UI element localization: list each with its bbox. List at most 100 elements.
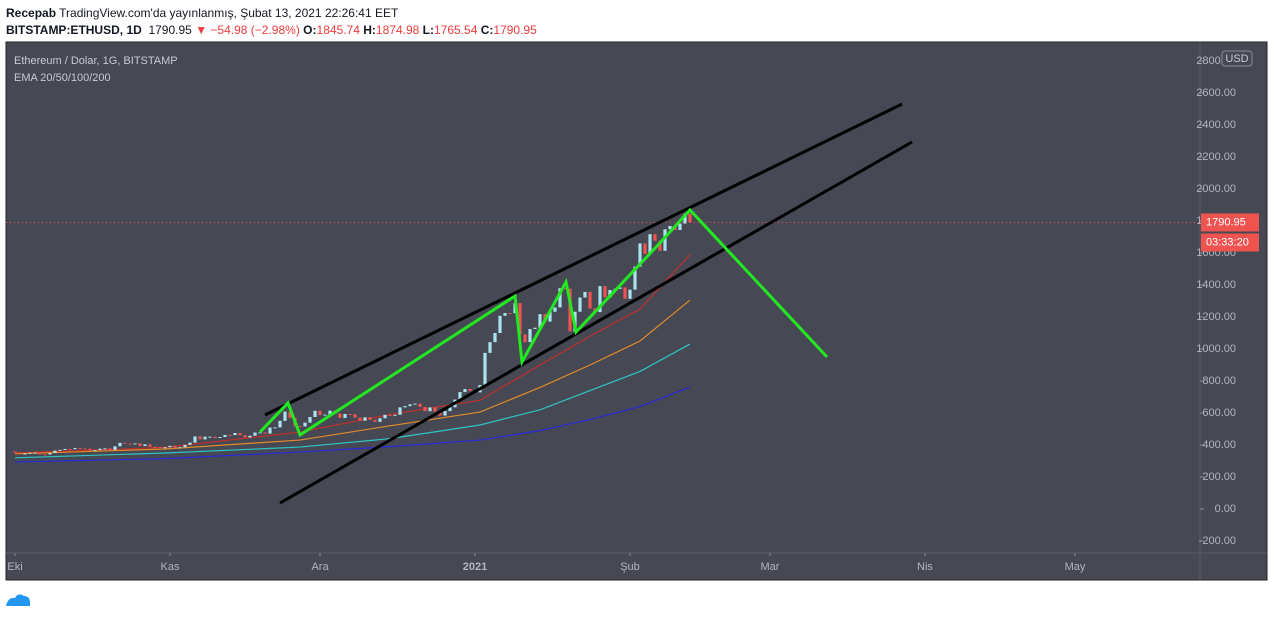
candle <box>308 417 312 423</box>
candle <box>528 329 532 343</box>
candle <box>208 436 212 438</box>
ohlc: O:1845.74 H:1874.98 L:1765.54 C:1790.95 <box>303 23 537 37</box>
candle <box>43 454 47 456</box>
candle <box>103 448 107 450</box>
candle <box>638 243 642 267</box>
candle <box>608 289 612 298</box>
candle <box>73 448 77 450</box>
candle <box>128 443 132 445</box>
ohlc-label: C: <box>480 23 494 37</box>
candle <box>268 427 272 434</box>
x-tick-label: Kas <box>161 561 180 573</box>
candle <box>48 453 52 455</box>
candle <box>523 334 527 343</box>
candle <box>118 442 122 447</box>
x-tick-label: Eki <box>7 561 22 573</box>
candle <box>123 442 127 444</box>
candle <box>178 447 182 449</box>
candle <box>448 407 452 412</box>
ema-line <box>14 343 691 459</box>
ema-line <box>14 386 691 463</box>
drawing-line <box>258 207 829 438</box>
candle <box>318 410 322 416</box>
candle <box>688 213 692 223</box>
drawing-line <box>279 140 913 505</box>
candle <box>413 403 417 405</box>
header-line: Recepab TradingView.com'da yayınlanmış, … <box>6 5 537 22</box>
candle <box>173 445 177 448</box>
candle <box>383 414 387 419</box>
candle <box>563 288 567 290</box>
candle <box>183 444 187 448</box>
candle <box>458 392 462 400</box>
candle <box>168 445 172 448</box>
candle <box>133 443 137 445</box>
countdown-text: 03:33:20 <box>1206 236 1249 248</box>
y-tick-label: 1000.00 <box>1196 343 1236 355</box>
x-tick-label: Ara <box>311 561 329 573</box>
candle <box>683 213 687 224</box>
candle <box>93 450 97 452</box>
candle <box>408 404 412 407</box>
candle <box>253 432 257 436</box>
candle <box>148 444 152 447</box>
candle <box>553 307 557 312</box>
ohlc-label: H: <box>363 23 376 37</box>
candle <box>493 333 497 343</box>
candle <box>533 327 537 330</box>
candle <box>568 288 572 332</box>
candle <box>228 434 232 436</box>
candle <box>158 446 162 448</box>
y-tick-label: -200.00 <box>1199 535 1236 547</box>
candle <box>583 291 587 298</box>
candle <box>258 432 262 434</box>
candle <box>243 435 247 438</box>
candle <box>313 410 317 418</box>
y-tick-label: 800.00 <box>1202 375 1236 387</box>
footer-logo <box>6 594 30 606</box>
candle <box>343 413 347 418</box>
candle <box>13 451 17 453</box>
x-tick-label: 2021 <box>463 561 487 573</box>
header: Recepab TradingView.com'da yayınlanmış, … <box>6 5 537 39</box>
candle <box>678 223 682 230</box>
candle <box>348 413 352 415</box>
candle <box>393 414 397 416</box>
candle <box>643 243 647 254</box>
candle <box>198 436 202 440</box>
header-line: BITSTAMP:ETHUSD, 1D 1790.95 ▼ −54.98 (−2… <box>6 22 537 39</box>
candle <box>518 303 522 335</box>
candle <box>463 389 467 393</box>
price: 1790.95 <box>148 23 192 37</box>
candle <box>68 449 72 451</box>
ohlc-value: 1765.54 <box>433 23 478 37</box>
candle <box>278 420 282 428</box>
ohlc-value: 1790.95 <box>493 23 537 37</box>
candle <box>368 417 372 420</box>
y-tick-label: 600.00 <box>1202 407 1236 419</box>
candle <box>28 452 32 454</box>
drawing-line <box>264 102 903 417</box>
candle <box>353 414 357 418</box>
candle <box>378 418 382 422</box>
candle <box>188 442 192 445</box>
candle <box>508 313 512 315</box>
candle <box>653 234 657 241</box>
ohlc-label: L: <box>422 23 434 37</box>
candle <box>443 411 447 416</box>
candle <box>98 448 102 451</box>
candle <box>633 266 637 290</box>
candle <box>403 406 407 408</box>
published: TradingView.com'da yayınlanmış, Şubat 13… <box>59 6 399 20</box>
candle <box>78 448 82 450</box>
candle <box>363 417 367 421</box>
currency-text: USD <box>1225 53 1248 65</box>
candle <box>328 410 332 415</box>
candle <box>298 426 302 428</box>
candle <box>33 452 37 454</box>
x-tick-label: May <box>1065 561 1086 573</box>
candle <box>588 291 592 309</box>
candle <box>288 411 292 418</box>
candle <box>163 447 167 449</box>
x-tick-label: Nis <box>917 561 933 573</box>
